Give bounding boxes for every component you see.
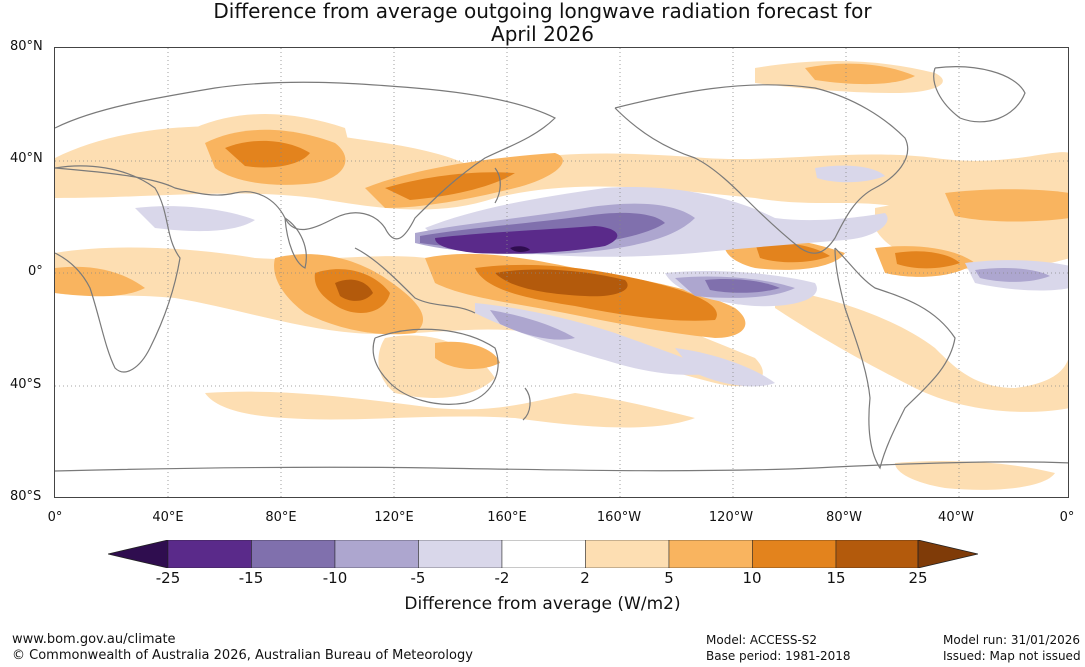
colorbar-tick-minus15: -15 — [238, 569, 264, 587]
colorbar-tick-minus10: -10 — [322, 569, 348, 587]
colorbar-segment-15-25 — [835, 540, 919, 568]
map-canvas — [55, 48, 1068, 497]
anomaly-minus25-to-minus15 — [435, 226, 618, 254]
footer-model-run: Model run: 31/01/2026 — [943, 633, 1081, 647]
colorbar-segment-minus25-minus15 — [167, 540, 252, 568]
colorbar-max-arrow — [917, 540, 978, 568]
colorbar-tick-10: 10 — [742, 569, 762, 587]
colorbar — [108, 540, 978, 568]
footer-url[interactable]: www.bom.gov.au/climate — [12, 632, 176, 647]
footer-issued: Issued: Map not issued — [943, 649, 1081, 663]
lon-label-40w: 40°W — [938, 510, 974, 525]
footer-copyright: © Commonwealth of Australia 2026, Austra… — [12, 648, 473, 663]
lon-label-40e: 40°E — [152, 510, 184, 525]
colorbar-segment-minus15-minus10 — [251, 540, 336, 568]
colorbar-tick-15: 15 — [826, 569, 846, 587]
colorbar-segment-minus5-minus2 — [418, 540, 503, 568]
lon-label-80w: 80°W — [826, 510, 862, 525]
colorbar-tick-2: 2 — [580, 569, 590, 587]
colorbar-tick-5: 5 — [664, 569, 674, 587]
lon-label-120w: 120°W — [708, 510, 754, 525]
colorbar-tick-25: 25 — [908, 569, 928, 587]
colorbar-tick-minus2: -2 — [494, 569, 510, 587]
footer-model: Model: ACCESS-S2 — [706, 633, 818, 647]
colorbar-segment-minus2-2 — [501, 540, 586, 568]
lat-label-40n: 40°N — [10, 151, 43, 166]
lon-label-80e: 80°E — [265, 510, 297, 525]
colorbar-segment-minus10-minus5 — [334, 540, 419, 568]
lon-label-120e: 120°E — [374, 510, 414, 525]
lon-label-160e: 160°E — [487, 510, 527, 525]
colorbar-segment-2-5 — [585, 540, 670, 568]
colorbar-min-arrow — [108, 540, 169, 568]
title-line-1: Difference from average outgoing longwav… — [213, 0, 872, 23]
coastlines — [55, 66, 1068, 472]
anomaly-below-minus25 — [510, 246, 530, 253]
olr-anomaly-map — [54, 47, 1069, 498]
title-line-2: April 2026 — [491, 22, 594, 46]
anomaly-15-to-25 — [335, 269, 628, 301]
colorbar-tick-minus5: -5 — [410, 569, 426, 587]
lat-label-80s: 80°S — [10, 489, 42, 504]
footer-base-period: Base period: 1981-2018 — [706, 649, 851, 663]
lon-label-0-right: 0° — [1059, 510, 1075, 525]
colorbar-segment-5-10 — [668, 540, 753, 568]
colorbar-tick-minus25: -25 — [155, 569, 181, 587]
lat-label-80n: 80°N — [10, 39, 43, 54]
lat-label-equator: 0° — [28, 264, 43, 279]
lon-label-0: 0° — [47, 510, 63, 525]
lon-label-160w: 160°W — [596, 510, 642, 525]
colorbar-title: Difference from average (W/m2) — [404, 594, 681, 614]
map-title: Difference from average outgoing longwav… — [0, 0, 1085, 46]
lat-label-40s: 40°S — [10, 377, 42, 392]
colorbar-segment-10-15 — [752, 540, 837, 568]
